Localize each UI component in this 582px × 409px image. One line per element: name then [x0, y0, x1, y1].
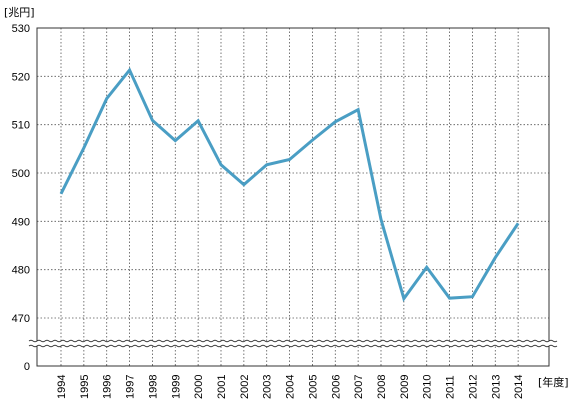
x-tick-label-1999: 1999	[170, 375, 182, 399]
axis-break-line-1	[28, 339, 558, 343]
data-point-2005	[311, 139, 313, 141]
x-tick-label-2001: 2001	[216, 375, 228, 399]
x-tick-label-1995: 1995	[79, 375, 91, 399]
plot-frame	[36, 27, 550, 367]
x-tick-label-2004: 2004	[285, 375, 297, 399]
x-axis-unit-label: [年度]	[538, 376, 569, 389]
axis-break-gap	[29, 341, 557, 346]
data-point-1997	[129, 69, 131, 71]
data-point-2001	[220, 164, 222, 166]
x-tick-label-2006: 2006	[330, 375, 342, 399]
x-tick-label-2003: 2003	[262, 375, 274, 399]
y-tick-label-510: 510	[12, 120, 30, 132]
data-point-2003	[266, 164, 268, 166]
gridlines	[37, 28, 549, 366]
data-point-2004	[289, 158, 291, 160]
x-tick-label-2013: 2013	[490, 375, 502, 399]
x-tick-label-1997: 1997	[125, 375, 137, 399]
y-tick-label-490: 490	[12, 216, 30, 228]
x-tick-label-2012: 2012	[467, 375, 479, 399]
series-layer	[59, 67, 520, 303]
data-point-2011	[449, 297, 451, 299]
data-point-1996	[106, 98, 108, 100]
x-tick-label-1994: 1994	[56, 375, 68, 399]
series-line-1	[59, 67, 520, 303]
data-point-2012	[471, 296, 473, 298]
y-tick-label-520: 520	[12, 71, 30, 83]
data-point-2007	[357, 109, 359, 111]
x-tick-label-2010: 2010	[422, 375, 434, 399]
data-point-1999	[174, 140, 176, 142]
data-point-2013	[494, 257, 496, 259]
data-point-2002	[243, 184, 245, 186]
x-tick-labels: 1994 1995 1996 1997 1998 1999 2000 2001 2002 2003…	[56, 375, 525, 399]
x-tick-label-2008: 2008	[376, 375, 388, 399]
y-tick-label-480: 480	[12, 265, 30, 277]
x-tick-label-2007: 2007	[353, 375, 365, 399]
x-tick-label-1998: 1998	[147, 375, 159, 399]
y-axis-unit-label: [兆円]	[4, 6, 35, 19]
x-tick-label-2011: 2011	[445, 375, 457, 399]
x-tick-label-2014: 2014	[513, 375, 525, 399]
x-tick-label-2009: 2009	[399, 375, 411, 399]
data-point-2006	[334, 121, 336, 123]
data-point-1995	[83, 147, 85, 149]
x-tick-label-2000: 2000	[193, 375, 205, 399]
data-point-1994	[60, 193, 62, 195]
data-point-2000	[197, 120, 199, 122]
data-point-2010	[426, 266, 428, 268]
y-tick-labels: 0 470 480 490 500 510 520 530	[12, 23, 30, 373]
y-tick-label-530: 530	[12, 23, 30, 35]
x-tick-label-2002: 2002	[239, 375, 251, 399]
data-point-2014	[517, 222, 519, 224]
data-point-2008	[380, 218, 382, 220]
plot-border	[36, 27, 550, 367]
x-tick-label-2005: 2005	[307, 375, 319, 399]
data-point-1998	[151, 119, 153, 121]
y-tick-label-470: 470	[12, 313, 30, 325]
data-point-2009	[403, 298, 405, 300]
axis-break	[28, 339, 558, 348]
axis-break-line-2	[28, 344, 558, 348]
y-tick-label-500: 500	[12, 168, 30, 180]
x-tick-label-1996: 1996	[102, 375, 114, 399]
y-tick-label-0: 0	[24, 361, 30, 373]
